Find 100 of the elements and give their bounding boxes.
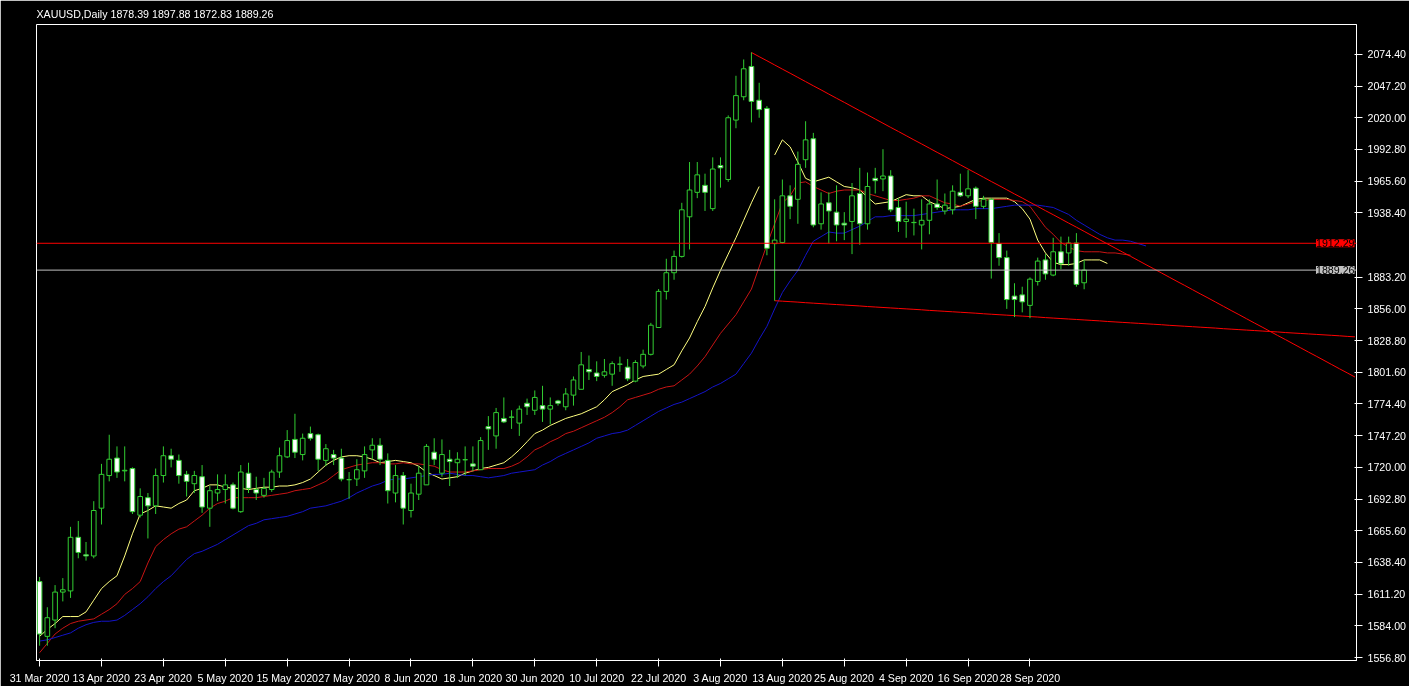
candlestick <box>338 448 345 482</box>
candlestick <box>996 232 1002 267</box>
candlestick <box>354 458 360 487</box>
candlestick <box>470 445 476 472</box>
y-tick-label: 1938.40 <box>1367 206 1407 219</box>
y-tick-label: 1584.00 <box>1367 619 1407 632</box>
candlestick <box>106 434 113 482</box>
candlestick <box>825 191 832 245</box>
candlestick <box>485 415 492 451</box>
x-tick-label: 23 Apr 2020 <box>134 671 192 684</box>
candlestick <box>392 464 399 503</box>
x-tick-label: 10 Jul 2020 <box>569 671 625 684</box>
y-tick-label: 1611.20 <box>1367 588 1406 601</box>
candlestick <box>973 186 979 220</box>
candlestick <box>253 476 260 501</box>
candlestick <box>284 429 291 459</box>
candlestick <box>617 356 623 373</box>
candlestick <box>640 349 646 369</box>
candlestick <box>547 396 554 425</box>
candlestick <box>145 492 151 539</box>
candlestick <box>276 447 283 479</box>
candlestick <box>83 541 89 562</box>
y-tick-label: 1992.80 <box>1367 143 1407 156</box>
ref-line-label: 1912.29 <box>1315 237 1355 250</box>
candlestick <box>299 433 306 461</box>
y-tick-label: 2020.00 <box>1367 111 1407 124</box>
candlestick <box>114 445 120 479</box>
candlestick <box>934 179 940 211</box>
x-tick-label: 3 Aug 2020 <box>693 671 748 684</box>
x-tick-label: 8 Jun 2020 <box>384 671 438 684</box>
y-tick-label: 2047.20 <box>1367 80 1407 93</box>
candlestick <box>230 482 236 510</box>
candlestick <box>818 191 824 231</box>
candlestick <box>872 167 879 194</box>
candlestick <box>377 437 383 466</box>
candlestick <box>408 483 414 518</box>
candlestick <box>346 471 352 500</box>
candlestick <box>493 407 499 450</box>
x-tick-label: 28 Sep 2020 <box>999 671 1061 684</box>
y-tick-label: 1692.80 <box>1367 493 1407 506</box>
candlestick <box>671 250 677 281</box>
y-tick-label: 1883.20 <box>1367 271 1407 284</box>
x-tick-label: 13 Apr 2020 <box>72 671 131 684</box>
candlestick <box>965 169 971 199</box>
candlestick <box>942 192 948 215</box>
candlestick <box>586 355 592 381</box>
candlestick <box>137 487 143 518</box>
candlestick <box>918 198 925 250</box>
candlestick <box>702 173 708 212</box>
candlestick <box>508 409 515 430</box>
y-tick-label: 1556.80 <box>1367 651 1407 664</box>
ref-line-label: 1889.26 <box>1315 264 1355 277</box>
candlestick <box>911 208 917 236</box>
candlestick <box>323 443 329 467</box>
x-tick-label: 27 May 2020 <box>318 671 380 684</box>
candlestick <box>1081 259 1087 290</box>
candlestick <box>168 448 174 468</box>
candlestick <box>562 387 569 411</box>
candlestick <box>756 82 762 119</box>
y-tick-label: 1856.00 <box>1367 302 1407 315</box>
y-tick-label: 1828.80 <box>1367 334 1407 347</box>
candlestick <box>880 148 886 192</box>
x-tick-label: 15 May 2020 <box>256 671 319 684</box>
candlestick <box>501 396 507 424</box>
x-tick-label: 4 Sep 2020 <box>878 671 934 684</box>
y-tick-label: 2074.40 <box>1367 48 1407 61</box>
y-tick-label: 1965.60 <box>1367 175 1407 188</box>
candlestick <box>609 360 615 387</box>
candlestick <box>903 201 909 239</box>
candlestick <box>524 398 530 416</box>
y-tick-label: 1720.00 <box>1367 461 1407 474</box>
candlestick <box>59 577 66 602</box>
candlestick <box>292 413 298 459</box>
candlestick <box>570 375 577 407</box>
candlestick <box>462 445 468 477</box>
candlestick <box>261 477 267 499</box>
y-tick-label: 1665.60 <box>1367 524 1407 537</box>
candlestick <box>176 454 182 485</box>
x-tick-label: 25 Aug 2020 <box>814 671 874 684</box>
candlestick <box>926 198 933 235</box>
y-tick-label: 1801.60 <box>1367 366 1407 379</box>
y-tick-label: 1638.40 <box>1367 556 1407 569</box>
candlestick <box>717 156 724 189</box>
x-tick-label: 22 Jul 2020 <box>631 671 687 684</box>
candlestick <box>439 438 445 478</box>
y-tick-label: 1747.20 <box>1367 429 1407 442</box>
candlestick <box>1058 236 1064 270</box>
candlestick <box>431 437 438 466</box>
chart-title: XAUUSD,Daily 1878.39 1897.88 1872.83 1889.26 <box>36 7 274 20</box>
candlestick <box>369 437 376 460</box>
candlestick <box>1019 286 1026 313</box>
candlestick <box>207 485 213 528</box>
x-tick-label: 31 Mar 2020 <box>9 671 70 684</box>
candlestick <box>539 385 546 423</box>
candlestick <box>787 184 793 220</box>
x-tick-label: 13 Aug 2020 <box>752 671 813 684</box>
x-tick-label: 30 Jun 2020 <box>505 671 565 684</box>
candlestick <box>361 445 368 479</box>
x-tick-label: 16 Sep 2020 <box>937 671 999 684</box>
x-tick-label: 5 May 2020 <box>197 671 254 684</box>
